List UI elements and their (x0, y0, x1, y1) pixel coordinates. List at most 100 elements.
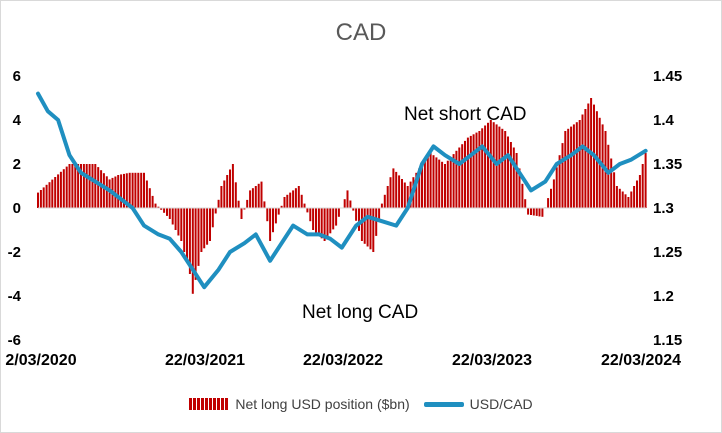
legend-item-bars: Net long USD position ($bn) (189, 396, 410, 412)
bar-64 (220, 186, 223, 208)
bar-76 (254, 186, 257, 208)
x-tick-label-1: 22/03/2021 (165, 352, 245, 369)
bar-6 (54, 177, 57, 208)
bar-101 (326, 208, 329, 238)
bar-164 (507, 136, 509, 208)
bar-160 (495, 124, 498, 208)
y-left-tick-label-3: 0 (13, 200, 21, 217)
bar-118 (375, 208, 378, 236)
bar-30 (123, 173, 125, 208)
bar-28 (117, 175, 120, 208)
bar-97 (315, 208, 317, 233)
bar-169 (521, 183, 524, 208)
bar-0 (37, 192, 39, 208)
bar-140 (438, 159, 441, 208)
bar-200 (610, 158, 613, 208)
bar-103 (332, 208, 335, 230)
bar-33 (131, 172, 134, 208)
bar-149 (464, 140, 466, 208)
bar-71 (240, 208, 243, 219)
bar-11 (68, 164, 71, 208)
bar-10 (65, 166, 68, 208)
bar-201 (613, 172, 616, 209)
bar-18 (88, 164, 91, 208)
y-left-tick-label-0: 6 (13, 68, 21, 85)
bar-157 (487, 122, 489, 209)
bar-23 (102, 173, 105, 208)
bar-117 (372, 208, 375, 252)
bar-25 (108, 179, 111, 208)
bar-174 (535, 208, 538, 216)
bar-153 (475, 132, 478, 208)
bar-135 (423, 160, 426, 208)
bar-68 (231, 164, 234, 208)
bar-134 (421, 164, 423, 208)
bar-86 (283, 197, 286, 208)
bar-110 (352, 208, 355, 211)
bar-5 (51, 179, 54, 208)
bar-27 (114, 176, 117, 208)
bar-124 (392, 168, 395, 208)
bar-53 (188, 208, 191, 274)
bar-191 (584, 109, 587, 208)
bar-187 (572, 124, 575, 208)
bar-99 (320, 208, 323, 239)
bar-112 (358, 208, 360, 231)
bar-20 (94, 164, 97, 208)
chart-title: CAD (335, 19, 387, 46)
x-tick-label-0: 2/03/2020 (5, 352, 76, 369)
bar-12 (71, 164, 74, 208)
x-tick-label-4: 22/03/2024 (601, 352, 681, 369)
bar-148 (461, 144, 464, 208)
bar-100 (323, 208, 326, 241)
bar-44 (163, 208, 166, 213)
bar-154 (478, 131, 481, 208)
bar-87 (286, 194, 289, 208)
bar-85 (280, 205, 283, 208)
bar-212 (644, 153, 647, 208)
bar-38 (145, 180, 148, 208)
bar-31 (125, 173, 128, 208)
bar-21 (97, 167, 100, 208)
bar-183 (561, 143, 564, 208)
bar-70 (237, 200, 240, 208)
bar-186 (570, 126, 573, 208)
bar-17 (85, 164, 88, 208)
bar-58 (203, 208, 206, 249)
bar-48 (174, 208, 177, 230)
bar-145 (452, 154, 455, 208)
bar-185 (567, 128, 570, 208)
bar-211 (641, 164, 644, 208)
bar-49 (177, 208, 180, 236)
bar-63 (217, 199, 220, 209)
y-right-tick-label-2: 1.35 (653, 156, 682, 173)
y-left-tick-label-2: 2 (13, 156, 21, 173)
bar-202 (615, 186, 618, 208)
bar-45 (166, 208, 168, 216)
bar-75 (251, 188, 254, 208)
y-right-tick-label-3: 1.3 (653, 200, 674, 217)
bar-82 (272, 208, 274, 233)
bar-172 (530, 208, 532, 215)
bar-114 (363, 208, 366, 244)
bar-104 (335, 208, 338, 226)
bar-102 (329, 208, 332, 234)
x-tick-label-2: 22/03/2022 (303, 352, 383, 369)
y-left-tick-label-1: 4 (13, 112, 22, 129)
bar-189 (578, 120, 581, 208)
bar-77 (257, 183, 260, 208)
bar-139 (435, 157, 438, 208)
bar-137 (429, 153, 432, 208)
bar-171 (527, 208, 530, 215)
bar-91 (297, 186, 300, 208)
annotation-net-long: Net long CAD (302, 302, 418, 323)
bar-81 (269, 208, 272, 241)
bar-83 (274, 208, 277, 224)
bar-204 (621, 191, 624, 208)
bar-132 (415, 172, 418, 208)
legend: Net long USD position ($bn) USD/CAD (1, 396, 721, 412)
bar-89 (292, 190, 295, 208)
bar-122 (386, 186, 389, 208)
bar-52 (186, 208, 188, 263)
